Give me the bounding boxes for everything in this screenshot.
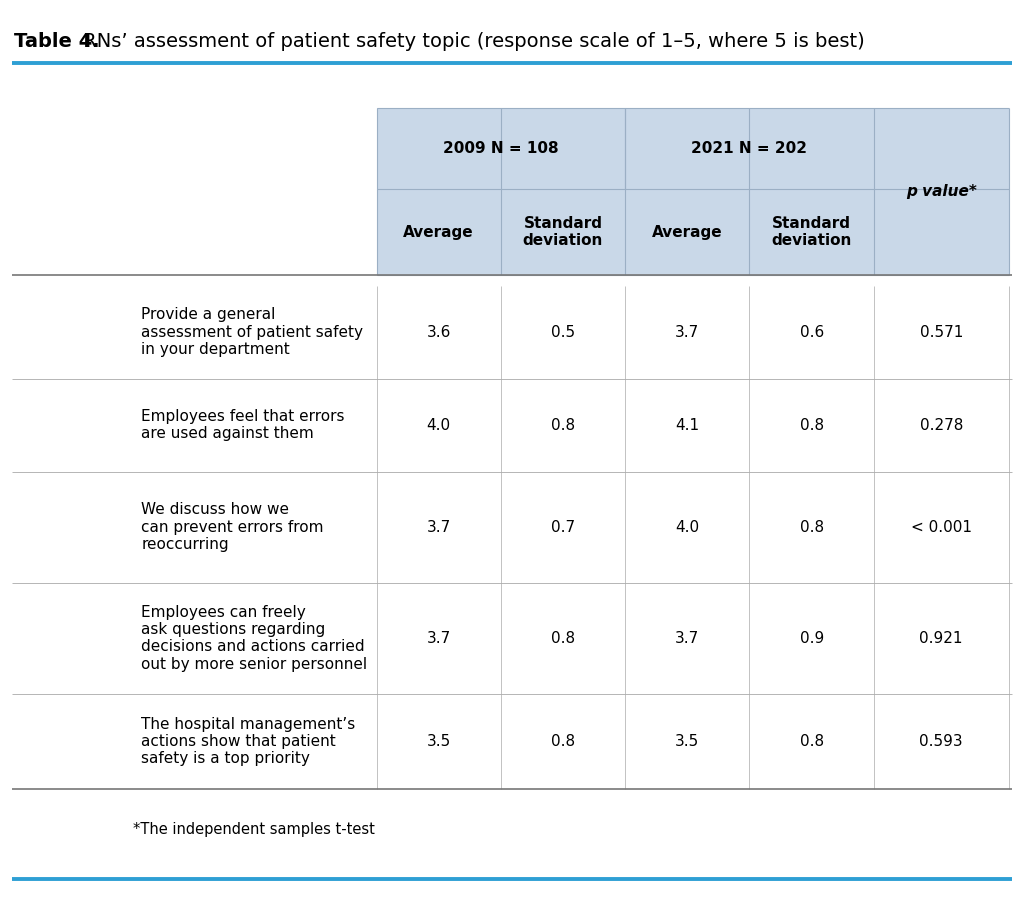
Text: 0.8: 0.8 [800,520,823,535]
Text: RNs’ assessment of patient safety topic (response scale of 1–5, where 5 is best): RNs’ assessment of patient safety topic … [77,32,864,51]
Text: Employees feel that errors
are used against them: Employees feel that errors are used agai… [141,410,345,441]
Text: The hospital management’s
actions show that patient
safety is a top priority: The hospital management’s actions show t… [141,716,355,767]
Text: 3.7: 3.7 [675,630,699,646]
Text: 0.8: 0.8 [800,418,823,433]
Text: 0.921: 0.921 [920,630,963,646]
Text: 0.8: 0.8 [551,418,575,433]
Text: Average: Average [652,225,723,240]
Text: 3.6: 3.6 [426,325,451,340]
Text: 2009 N = 108: 2009 N = 108 [443,142,559,156]
Text: 0.8: 0.8 [551,630,575,646]
Text: p value*: p value* [906,184,977,199]
Text: 4.1: 4.1 [675,418,699,433]
Text: < 0.001: < 0.001 [910,520,972,535]
Text: 0.593: 0.593 [920,734,963,749]
Text: We discuss how we
can prevent errors from
reoccurring: We discuss how we can prevent errors fro… [141,502,324,552]
Text: *The independent samples t-test: *The independent samples t-test [133,823,375,837]
Text: 4.0: 4.0 [675,520,699,535]
Text: Provide a general
assessment of patient safety
in your department: Provide a general assessment of patient … [141,308,364,357]
Text: 0.278: 0.278 [920,418,963,433]
Text: 3.7: 3.7 [675,325,699,340]
Text: Standard
deviation: Standard deviation [771,216,852,248]
Text: 4.0: 4.0 [427,418,451,433]
Text: Table 4.: Table 4. [14,32,100,51]
Text: 0.7: 0.7 [551,520,575,535]
Text: 3.5: 3.5 [675,734,699,749]
Text: 3.7: 3.7 [427,520,451,535]
Text: 0.9: 0.9 [800,630,823,646]
Text: 0.6: 0.6 [800,325,823,340]
Bar [377,108,1009,189]
Text: 2021 N = 202: 2021 N = 202 [691,142,808,156]
Text: 0.571: 0.571 [920,325,963,340]
Text: Employees can freely
ask questions regarding
decisions and actions carried
out b: Employees can freely ask questions regar… [141,604,368,672]
Bar [377,189,1009,275]
Text: 0.8: 0.8 [800,734,823,749]
Text: Standard
deviation: Standard deviation [523,216,603,248]
Text: 0.5: 0.5 [551,325,575,340]
Text: 3.7: 3.7 [427,630,451,646]
Text: Average: Average [403,225,474,240]
Text: 0.8: 0.8 [551,734,575,749]
Text: 3.5: 3.5 [427,734,451,749]
